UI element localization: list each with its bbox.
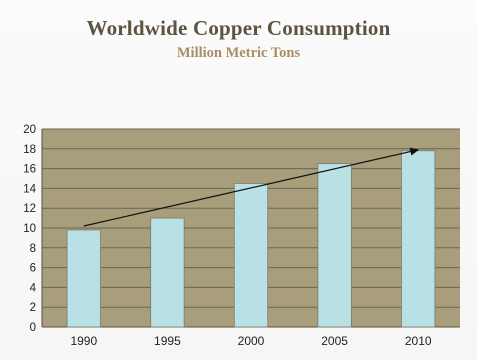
chart-area: 0 2 4 6 8 10 12 14 16 18 20 1990 1995 2000 2005 2010	[6, 118, 472, 356]
y-tick-label: 2	[30, 302, 36, 314]
trend-arrow	[83, 147, 420, 227]
y-tick-label: 10	[23, 223, 36, 235]
y-tick-label: 16	[23, 164, 36, 176]
chart-title: Worldwide Copper Consumption	[86, 16, 391, 40]
x-tick-label: 2000	[238, 334, 265, 348]
bar-1995	[150, 217, 185, 328]
bar-2005	[317, 163, 352, 328]
y-tick-label: 8	[30, 243, 36, 255]
bar-2010	[401, 150, 436, 328]
x-tick-label: 1995	[154, 334, 181, 348]
bar-chart: 0 2 4 6 8 10 12 14 16 18 20 1990 1995 2000 2005 2010	[23, 124, 460, 348]
x-tick-label: 2010	[405, 334, 432, 348]
y-tick-label: 0	[30, 322, 36, 334]
bar-1990	[66, 229, 101, 328]
y-tick-label: 12	[23, 203, 36, 215]
bar-2000	[233, 183, 269, 328]
y-tick-label: 4	[30, 282, 37, 294]
y-tick-label: 18	[23, 144, 36, 156]
x-tick-label: 1990	[70, 334, 97, 348]
x-tick-label: 2005	[321, 334, 348, 348]
y-tick-label: 6	[30, 263, 36, 275]
y-tick-label: 14	[23, 183, 36, 195]
y-tick-label: 20	[23, 124, 36, 136]
chart-subtitle: Million Metric Tons	[176, 45, 301, 61]
